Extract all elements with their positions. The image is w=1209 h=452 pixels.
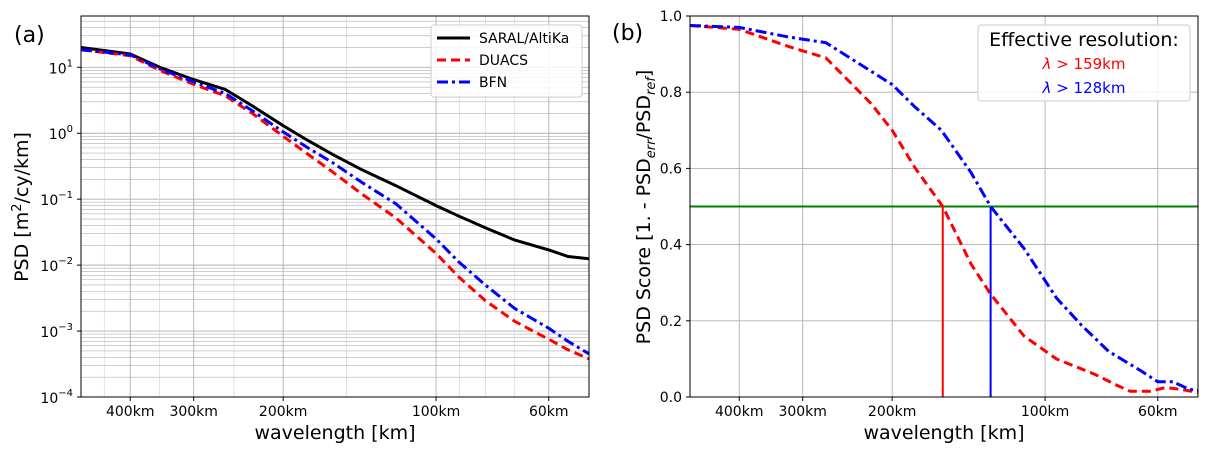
- y-tick-label: 100: [49, 124, 73, 143]
- panel-b-ticks: 400km 300km 200km 100km 60km 0.0 0.2 0.4 0.6 0.8 1…: [660, 9, 1178, 420]
- x-tick-label: 200km: [868, 404, 916, 420]
- y-tick-label: 0.8: [660, 85, 682, 101]
- x-tick-label: 300km: [169, 404, 217, 420]
- legend-label: BFN: [479, 75, 507, 91]
- panel-a-frame: [80, 15, 590, 398]
- x-tick-label: 400km: [106, 404, 154, 420]
- panel-a-legend: SARAL/AltiKa DUACS BFN: [430, 24, 583, 98]
- panel-b-label: (b): [612, 21, 643, 46]
- annotation-box: [977, 24, 1191, 102]
- panel-a-label: (a): [14, 23, 45, 48]
- annotation-title: Effective resolution:: [989, 29, 1179, 51]
- effective-resolution-box: Effective resolution: λ > 159km λ > 128k…: [977, 24, 1191, 102]
- panel-a-ylabel: PSD [m2/cy/km]: [10, 132, 33, 282]
- legend-label: DUACS: [479, 53, 528, 69]
- legend-box: [430, 24, 583, 98]
- panel-a-series: [80, 46, 590, 361]
- y-tick-label: 0.0: [660, 390, 682, 406]
- y-tick-label: 1.0: [660, 9, 682, 25]
- panel-b-series: [689, 24, 1199, 397]
- panel-b-xlabel: wavelength [km]: [863, 422, 1024, 444]
- panel-a-xlabel: wavelength [km]: [254, 422, 415, 444]
- panel-b-score-chart: 400km 300km 200km 100km 60km 0.0 0.2 0.4 0.6 0.8 1…: [612, 9, 1199, 444]
- y-tick-label: 10−3: [40, 322, 73, 341]
- panel-b-ylabel: PSD Score [1. - PSDerr/PSDref]: [633, 70, 659, 345]
- x-tick-label: 60km: [1138, 404, 1178, 420]
- y-tick-label: 10−4: [40, 388, 73, 407]
- x-tick-label: 400km: [715, 404, 763, 420]
- y-tick-label: 101: [49, 58, 73, 77]
- series-line-duacs: [689, 24, 1199, 394]
- annotation-duacs-resolution: λ > 159km: [1042, 55, 1126, 73]
- series-line-duacs: [80, 48, 590, 361]
- series-line-bfn: [80, 48, 590, 356]
- panel-b-frame: [689, 15, 1199, 398]
- series-line-bfn: [689, 24, 1199, 392]
- x-tick-label: 100km: [1021, 404, 1069, 420]
- series-line-saral-altika: [80, 46, 590, 261]
- y-tick-label: 10−1: [40, 190, 73, 209]
- annotation-bfn-resolution: λ > 128km: [1042, 79, 1126, 97]
- panel-a-ticks: 400km 300km 200km 100km 60km 101 100 10−1 10−2 10…: [40, 58, 568, 420]
- y-tick-label: 0.6: [660, 161, 682, 177]
- y-tick-label: 0.4: [660, 238, 682, 254]
- y-tick-label: 0.2: [660, 314, 682, 330]
- panel-a-psd-chart: 400km 300km 200km 100km 60km 101 100 10−1 10−2 10…: [10, 15, 590, 444]
- legend-label: SARAL/AltiKa: [479, 31, 569, 47]
- x-tick-label: 60km: [529, 404, 569, 420]
- y-tick-label: 10−2: [40, 256, 73, 275]
- x-tick-label: 300km: [778, 404, 826, 420]
- x-tick-label: 200km: [259, 404, 307, 420]
- x-tick-label: 100km: [412, 404, 460, 420]
